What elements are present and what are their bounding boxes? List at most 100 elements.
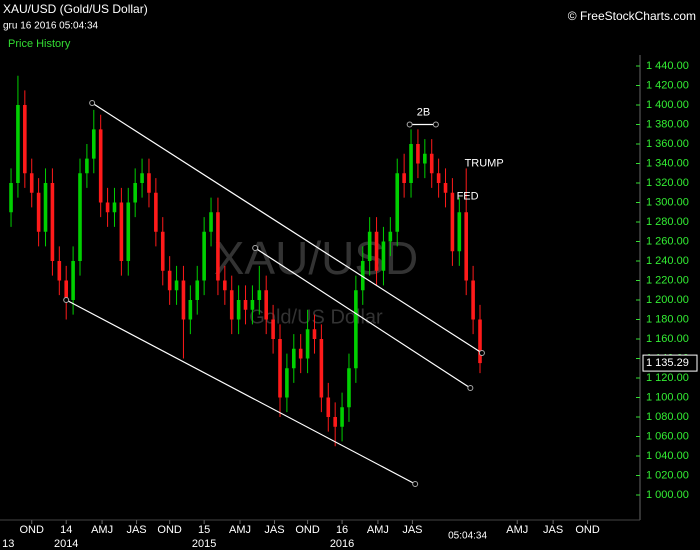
x-tick-label: OND (157, 524, 182, 536)
candle-body (450, 192, 455, 252)
candle-body (395, 173, 400, 232)
panel-label: Price History (8, 38, 71, 50)
candle-body (36, 192, 41, 232)
candle-body (388, 231, 393, 242)
y-tick-label: 1 400.00 (646, 99, 689, 111)
y-tick-label: 1 120.00 (646, 372, 689, 384)
y-tick-label: 1 360.00 (646, 138, 689, 150)
candle-body (154, 192, 158, 232)
candle-body (464, 212, 469, 281)
watermark: XAU/USD (214, 232, 418, 284)
y-tick-label: 1 000.00 (646, 489, 689, 501)
candle-body (478, 319, 482, 364)
candle-body (416, 144, 420, 164)
y-tick-label: 1 200.00 (646, 294, 689, 306)
candle-body (209, 212, 213, 232)
x-tick-label: 16 (336, 524, 348, 536)
candle-body (216, 212, 220, 281)
trendline-handle (432, 121, 439, 128)
x-tick-label: 15 (198, 524, 210, 536)
y-tick-label: 1 220.00 (646, 274, 689, 286)
candle-body (250, 300, 255, 310)
candle-body (340, 407, 344, 427)
candle-body (347, 368, 351, 408)
copyright: © FreeStockCharts.com (568, 9, 696, 23)
annotation: TRUMP (465, 157, 504, 169)
trendline-handle (406, 121, 413, 128)
candle-body (85, 158, 89, 174)
trendline-handle (467, 385, 474, 392)
x-tick-label: JAS (126, 524, 146, 536)
candle-body (291, 348, 296, 369)
y-tick-label: 1 060.00 (646, 430, 689, 442)
y-tick-label: 1 320.00 (646, 177, 689, 189)
candle-body (167, 270, 172, 291)
candle-body (436, 173, 441, 183)
y-tick-label: 1 420.00 (646, 79, 689, 91)
candle-body (443, 183, 448, 193)
x-tick-label: AMJ (506, 524, 528, 536)
x-tick-label: JAS (543, 524, 563, 536)
candle-body (174, 280, 179, 291)
candle-body (119, 202, 124, 261)
watermark-subtitle: Gold/US Dollar (249, 306, 383, 328)
candle-body (9, 183, 13, 213)
candle-body (374, 231, 379, 271)
candle-body (354, 290, 358, 369)
candle-body (43, 183, 48, 232)
y-tick-label: 1 380.00 (646, 118, 689, 130)
candle-body (409, 144, 413, 183)
x-year-label: 13 (2, 538, 14, 550)
trendline-handle (63, 297, 70, 303)
y-tick-label: 1 260.00 (646, 235, 689, 247)
candle-body (29, 173, 34, 193)
candle-body (360, 261, 365, 291)
candle-body (402, 173, 406, 183)
x-tick-label: OND (575, 524, 600, 536)
x-tick-label: JAS (264, 524, 284, 536)
candle-body (223, 280, 227, 291)
candle-body (457, 212, 462, 252)
y-tick-label: 1 020.00 (646, 469, 689, 481)
candle-body (57, 261, 62, 281)
x-tick-label: OND (19, 524, 44, 536)
y-tick-label: 1 340.00 (646, 157, 689, 169)
chart-title: XAU/USD (Gold/US Dollar) (3, 2, 148, 16)
candle-body (133, 183, 137, 203)
candle-body (112, 202, 117, 213)
last-price-box (642, 354, 698, 372)
y-tick-label: 1 100.00 (646, 391, 689, 403)
y-tick-label: 1 240.00 (646, 255, 689, 267)
y-tick-label: 1 040.00 (646, 450, 689, 462)
candle-body (188, 300, 193, 320)
candle-body (298, 348, 303, 359)
x-tick-label: OND (295, 524, 320, 536)
x-year-label: 2016 (330, 538, 354, 550)
annotation: 2B (417, 107, 430, 119)
candle-body (160, 231, 165, 271)
y-tick-label: 1 180.00 (646, 313, 689, 325)
y-tick-label: 1 080.00 (646, 411, 689, 423)
candle-body (367, 231, 372, 261)
candle-body (16, 105, 20, 183)
candle-body (140, 173, 144, 183)
candle-body (202, 231, 206, 281)
candle-body (423, 153, 427, 164)
trendline (254, 247, 471, 389)
x-year-label: 2014 (54, 538, 78, 550)
candle-body (285, 368, 289, 398)
trendline (91, 102, 483, 354)
candle-body (71, 261, 75, 300)
candle-body (236, 300, 241, 320)
candle-body (271, 319, 275, 339)
x-tick-label: 14 (60, 524, 72, 536)
candle-body (78, 173, 82, 261)
last-price-label: 1 135.29 (646, 357, 689, 369)
candle-body (243, 300, 248, 310)
x-year-label: 2015 (192, 538, 216, 550)
candle-body (105, 202, 110, 213)
trendline-handle (89, 100, 96, 107)
